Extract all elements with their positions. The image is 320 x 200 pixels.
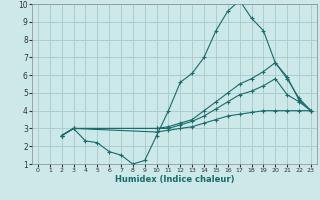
X-axis label: Humidex (Indice chaleur): Humidex (Indice chaleur) — [115, 175, 234, 184]
